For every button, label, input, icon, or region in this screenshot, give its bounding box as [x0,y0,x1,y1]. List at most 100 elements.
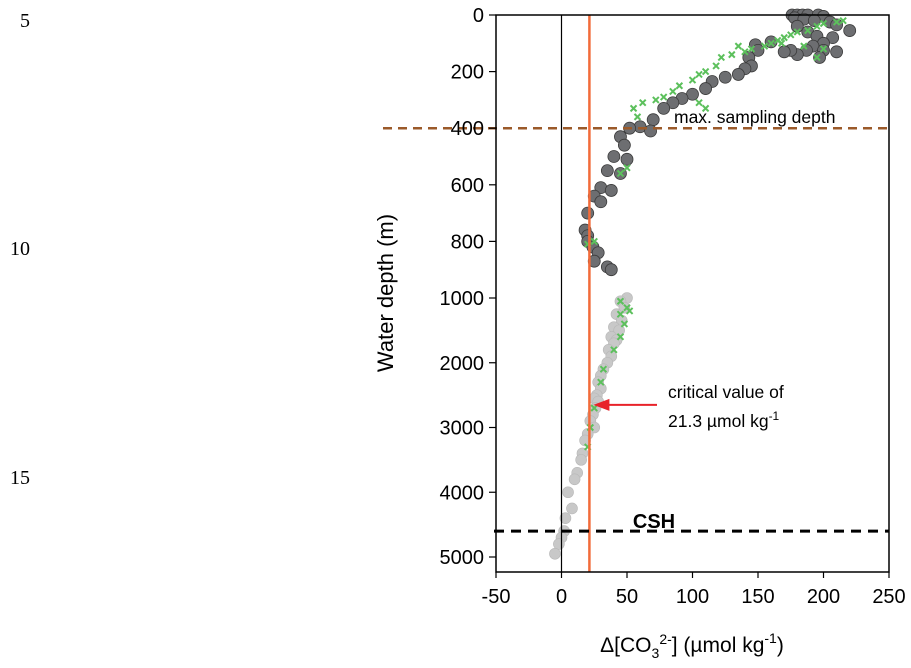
data-point [701,67,710,76]
y-tick-label: 600 [451,175,484,197]
line-number-15: 15 [10,467,30,489]
data-point [590,404,598,412]
data-point [819,45,828,53]
data-point [581,206,595,220]
data-point [830,45,843,59]
data-point [644,124,657,138]
x-tick-label: 0 [556,586,567,608]
data-point [659,93,668,101]
y-tick-label: 4000 [440,482,485,504]
y-tick-label: 800 [451,231,484,253]
data-point [839,16,847,25]
data-point [597,378,605,386]
y-axis-label: Water depth (m) [373,214,398,372]
data-point [633,113,642,121]
y-tick-label: 0 [473,5,484,27]
x-axis-label: Δ[CO32-] (µmol kg-1) [600,630,784,661]
data-point [734,42,743,50]
data-point [607,150,621,163]
data-point [777,39,786,48]
x-tick-label: 100 [676,586,709,608]
critical-value-line2: 21.3 µmol kg-1 [668,409,780,431]
data-point [843,24,857,37]
data-point [767,39,775,48]
data-point [819,19,828,28]
critical-arrow [593,398,657,411]
line-number-5: 5 [20,10,30,32]
data-point [830,18,843,32]
data-point [616,333,625,341]
data-point [780,33,788,42]
data-point [604,263,618,277]
data-point [604,184,618,197]
data-point [813,51,826,64]
data-point [813,53,821,62]
data-point [562,486,574,499]
y-tick-label: 200 [451,62,484,84]
data-point [804,26,812,35]
x-tick-label: 50 [616,586,638,608]
csh-label: CSH [633,511,675,533]
data-point [669,87,677,96]
data-point [616,310,625,318]
data-point [623,164,631,172]
critical-value-annotation: critical value of 21.3 µmol kg-1 [668,382,784,431]
data-point [695,99,703,107]
data-point [618,301,631,314]
x-tick-label: -50 [482,586,511,608]
data-point [575,454,587,466]
x-axis: -50 0 50 100 150 200 250 [482,572,906,608]
data-point [617,138,631,152]
data-point [616,297,625,305]
data-point [777,45,791,59]
data-point [787,31,795,39]
data-point [832,18,841,26]
data-point [717,53,726,62]
x-tick-label: 250 [872,586,905,608]
data-point [559,512,572,524]
data-point [741,48,749,56]
data-point [599,365,608,373]
data-point [695,70,703,79]
y-tick-label: 5000 [440,547,485,569]
data-point [666,96,680,110]
x-tick-label: 200 [807,586,840,608]
data-point [600,164,614,178]
line-number-10: 10 [10,238,30,260]
data-point [813,22,821,31]
data-point [566,502,578,515]
svg-text:Δ[CO32-] (µmol kg-1): Δ[CO32-] (µmol kg-1) [600,630,784,661]
data-point [760,42,769,50]
data-point [620,320,629,328]
data-point [553,538,565,550]
data-point [701,104,710,113]
y-tick-label: 400 [451,118,484,140]
data-point [747,45,756,53]
max-sampling-label: max. sampling depth [674,107,835,127]
data-point [549,547,561,560]
data-point [699,82,712,95]
data-point [793,28,802,36]
y-tick-label: 1000 [440,288,485,310]
data-point [616,169,625,178]
data-point [625,307,634,315]
data-point [790,19,804,33]
data-point [657,101,671,115]
data-point [568,473,581,486]
data-point [610,346,618,354]
data-point [728,50,736,59]
reference-lines [383,15,889,572]
data-point [639,99,647,107]
data-point [652,96,660,104]
arrow-head [593,398,610,411]
data-point [590,237,598,246]
data-point [712,62,720,70]
x-tick-label: 150 [741,586,774,608]
y-axis: 0 200 400 600 800 1000 2000 3000 4000 5000 [440,5,496,569]
data-point [594,195,608,209]
y-tick-label: 3000 [440,418,485,440]
data-point [675,82,684,90]
data-point [718,70,732,84]
data-point [629,104,638,113]
